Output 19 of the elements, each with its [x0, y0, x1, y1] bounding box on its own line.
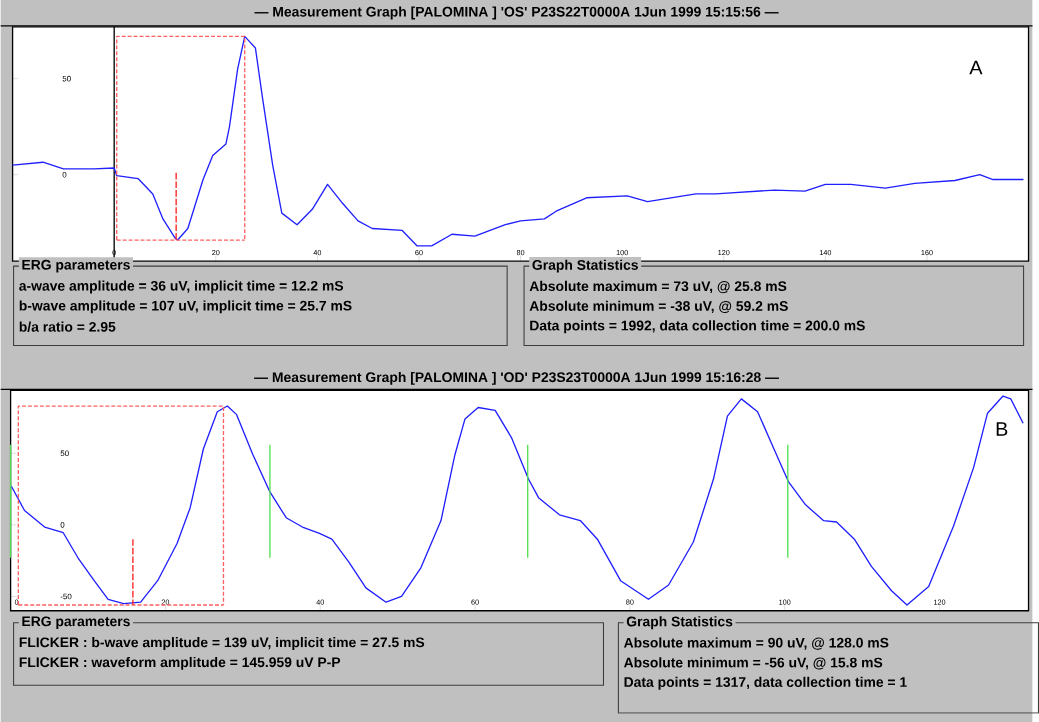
- text: Graph Statistics: [626, 616, 733, 630]
- text: b/a ratio = 2.95: [19, 321, 116, 332]
- text: b-wave amplitude = 107 uV, implicit time = 25.7 mS: [19, 300, 352, 314]
- text: Absolute maximum = 90 uV, @ 128.0 mS: [623, 637, 889, 650]
- chart-title: — Measurement Graph [PALOMINA ] 'OS' P23S22T0000A 1Jun 1999 15:15:56 —: [254, 6, 779, 20]
- annotation: A: [969, 60, 983, 75]
- chart-title: — Measurement Graph [PALOMINA ] 'OD' P23S23T0000A 1Jun 1999 15:16:28 —: [254, 371, 779, 385]
- text: Data points = 1992, data collection time = 200.0 mS: [530, 320, 865, 334]
- annotation: Graph Statistics: [532, 259, 638, 273]
- text: FLICKER : b-wave amplitude = 139 uV, implicit time = 27.5 mS: [19, 637, 425, 651]
- annotation: B: [996, 422, 1008, 436]
- text: Data points = 1317, data collection time = 1: [624, 676, 907, 690]
- text: Absolute minimum = -56 uV, @ 15.8 mS: [623, 657, 883, 670]
- text: ERG parameters: [22, 616, 130, 629]
- text: Absolute maximum = 73 uV, @ 25.8 mS: [529, 280, 787, 294]
- text: a-wave amplitude = 36 uV, implicit time = 12.2 mS: [19, 280, 344, 294]
- annotation: ERG parameters: [22, 259, 130, 273]
- text: FLICKER : waveform amplitude = 145.959 uV P-P: [19, 656, 341, 670]
- text: Absolute minimum = -38 uV, @ 59.2 mS: [529, 300, 788, 313]
